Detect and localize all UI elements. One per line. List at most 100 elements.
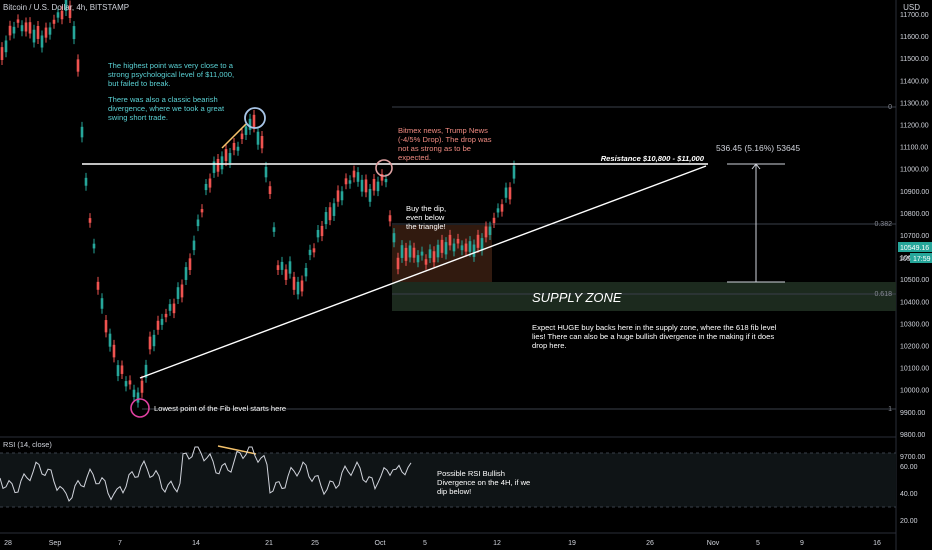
measure-label: 536.45 (5.16%) 53645 <box>716 143 800 153</box>
candle-body <box>76 59 80 72</box>
price-divergence-line <box>221 123 247 149</box>
price-tick: 9700.00 <box>900 454 925 461</box>
price-tick: 9800.00 <box>900 432 925 439</box>
supply-note-line: Expect HUGE buy backs here in the supply… <box>532 323 777 332</box>
resistance-label: Resistance $10,800 - $11,000 <box>601 154 705 163</box>
candle-body <box>376 181 380 192</box>
candle-body <box>464 243 468 252</box>
time-tick: 5 <box>423 540 427 547</box>
bitmex-circle-marker[interactable] <box>375 159 393 177</box>
candle-body <box>116 365 120 377</box>
candle-body <box>340 191 344 201</box>
low-circle-marker[interactable] <box>130 398 150 418</box>
candle-body <box>4 40 8 53</box>
candle-body <box>140 380 144 393</box>
rsi-annotation[interactable]: Possible RSI Bullish Divergence on the 4… <box>437 469 530 496</box>
candle-body <box>292 276 296 290</box>
candle-body <box>80 126 84 138</box>
candle-body <box>160 318 164 325</box>
time-tick: 21 <box>265 540 273 547</box>
price-axis[interactable]: 11700.00 11600.00 11500.00 11400.00 11300.00… <box>900 12 929 461</box>
price-tick: 10000.00 <box>900 388 929 395</box>
supply-zone-box[interactable] <box>392 282 896 311</box>
candle-body <box>268 186 272 195</box>
candle-body <box>400 245 404 258</box>
fib-levels <box>142 106 896 410</box>
candle-body <box>40 35 44 48</box>
top-circle-marker[interactable] <box>244 107 266 129</box>
candle-body <box>96 281 100 290</box>
candle-body <box>196 219 200 227</box>
candle-body <box>500 204 504 212</box>
price-tick: 10500.00 <box>900 277 929 284</box>
top-annotation[interactable]: The highest point was very close to a st… <box>108 61 234 122</box>
fib-label: 0 <box>888 104 892 111</box>
candle-body <box>360 179 364 192</box>
candle-body <box>256 131 260 145</box>
candle-body <box>352 170 356 178</box>
dip-annotation[interactable]: Buy the dip, even below the triangle! <box>406 204 446 231</box>
bitmex-annotation[interactable]: Bitmex news, Trump News (-4/5% Drop). Th… <box>398 126 492 162</box>
candle-body <box>228 153 232 164</box>
time-tick: 16 <box>873 540 881 547</box>
time-tick: 28 <box>4 540 12 547</box>
bitmex-note-line: (-4/5% Drop). The drop was <box>398 135 492 144</box>
candle-body <box>120 365 124 374</box>
price-tick: 10200.00 <box>900 344 929 351</box>
measure-arrow-icon <box>751 163 761 170</box>
time-tick: 14 <box>192 540 200 547</box>
candle-body <box>108 333 112 347</box>
price-tick: 11100.00 <box>900 145 928 152</box>
price-tick: 11500.00 <box>900 56 929 63</box>
rsi-tick: 20.00 <box>900 518 918 525</box>
candle-body <box>100 298 104 309</box>
supply-annotation[interactable]: Expect HUGE buy backs here in the supply… <box>532 323 777 350</box>
top-note-line: swing short trade. <box>108 113 168 122</box>
rsi-axis[interactable]: 60.00 40.00 20.00 <box>900 464 918 525</box>
candle-body <box>420 251 424 256</box>
countdown-label: 17:59 <box>913 256 931 263</box>
candle-body <box>492 217 496 224</box>
candle-body <box>440 239 444 253</box>
candle-body <box>172 303 176 314</box>
candle-body <box>236 146 240 151</box>
price-tick: 10900.00 <box>900 189 929 196</box>
candle-body <box>136 392 140 403</box>
candle-body <box>356 172 360 182</box>
candle-body <box>104 320 108 333</box>
rsi-band <box>0 453 896 507</box>
price-tick: 11600.00 <box>900 34 929 41</box>
price-tick: 11700.00 <box>900 12 929 19</box>
candle-body <box>48 27 52 35</box>
current-price-label: 10549.16 <box>900 245 929 252</box>
price-tick: 11300.00 <box>900 100 929 107</box>
triangle-trendline[interactable] <box>139 165 707 379</box>
candle-body <box>232 142 236 151</box>
rsi-note-line: dip below! <box>437 487 471 496</box>
candle-body <box>288 261 292 274</box>
candle-body <box>64 0 68 11</box>
candle-body <box>396 257 400 270</box>
candle-body <box>432 251 436 263</box>
candle-body <box>148 336 152 350</box>
dip-note-line: Buy the dip, <box>406 204 446 213</box>
time-tick: 12 <box>493 540 501 547</box>
candle-body <box>112 344 116 358</box>
time-tick: 7 <box>118 540 122 547</box>
countdown-badge <box>910 253 932 263</box>
time-axis[interactable]: 28 Sep 7 14 21 25 Oct 5 12 19 26 Nov 5 9 16 <box>4 540 881 547</box>
supply-zone-label: SUPPLY ZONE <box>532 290 622 305</box>
time-tick: 5 <box>756 540 760 547</box>
candle-body <box>56 12 60 18</box>
candlestick-series <box>0 0 516 408</box>
candle-body <box>472 244 476 257</box>
candle-body <box>456 238 460 244</box>
candle-body <box>164 313 168 318</box>
time-tick: 9 <box>800 540 804 547</box>
price-tick: 11400.00 <box>900 78 929 85</box>
currency-label: USD <box>903 3 920 12</box>
candle-body <box>44 27 48 38</box>
candle-body <box>152 334 156 347</box>
candle-body <box>12 26 16 34</box>
